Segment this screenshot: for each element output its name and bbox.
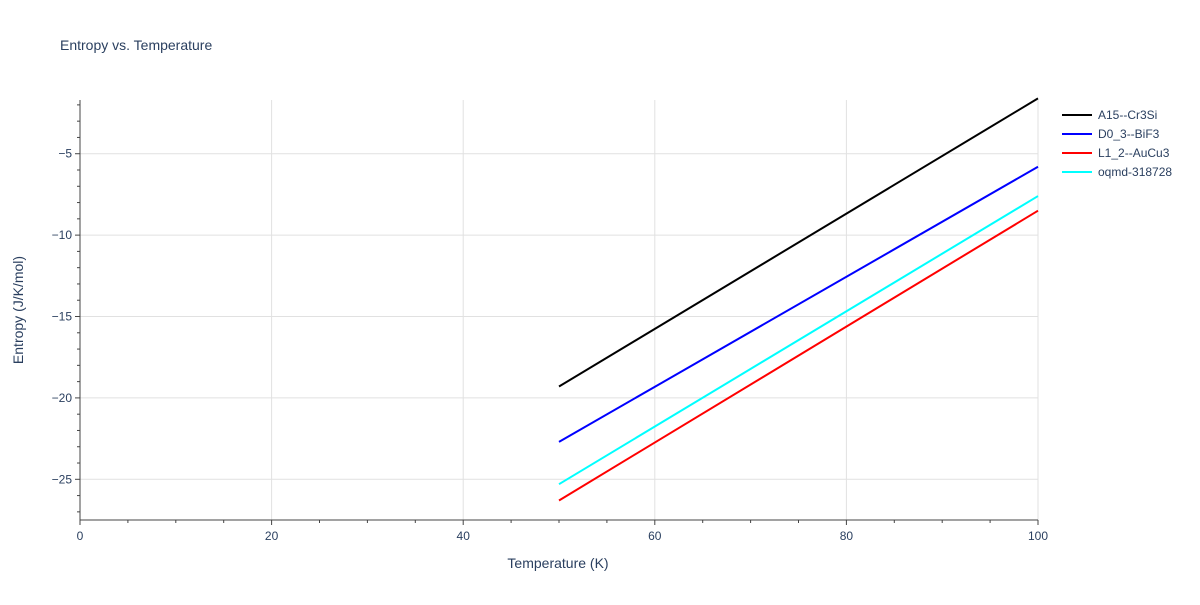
y-tick-label: −25 — [52, 472, 73, 486]
legend[interactable]: A15--Cr3Si D0_3--BiF3 L1_2--AuCu3 oqmd-3187… — [1062, 108, 1172, 179]
x-tick-label: 40 — [457, 529, 471, 543]
y-axis-label: Entropy (J/K/mol) — [10, 256, 26, 364]
legend-item[interactable]: oqmd-318728 — [1062, 165, 1172, 179]
series-line — [558, 209, 1039, 502]
x-axis-label: Temperature (K) — [507, 555, 608, 571]
grid — [80, 100, 1039, 520]
legend-item[interactable]: A15--Cr3Si — [1062, 108, 1157, 122]
legend-label: A15--Cr3Si — [1098, 108, 1157, 122]
legend-item[interactable]: D0_3--BiF3 — [1062, 127, 1160, 141]
x-tick-label: 100 — [1028, 529, 1048, 543]
legend-label: oqmd-318728 — [1098, 165, 1172, 179]
x-tick-label: 80 — [840, 529, 854, 543]
series-line — [558, 165, 1039, 443]
legend-label: D0_3--BiF3 — [1098, 127, 1160, 141]
series-line — [558, 97, 1039, 388]
chart-title: Entropy vs. Temperature — [60, 37, 212, 53]
y-tick-label: −10 — [52, 228, 73, 242]
y-tick-label: −20 — [52, 391, 73, 405]
x-tick-label: 60 — [648, 529, 662, 543]
plot-area — [558, 97, 1039, 502]
legend-label: L1_2--AuCu3 — [1098, 146, 1170, 160]
y-tick-label: −15 — [52, 310, 73, 324]
x-tick-label: 20 — [265, 529, 279, 543]
x-tick-label: 0 — [77, 529, 84, 543]
axes: 0 20 40 60 80 100 −25 −20 −15 −10 −5 — [52, 100, 1048, 543]
legend-item[interactable]: L1_2--AuCu3 — [1062, 146, 1170, 160]
y-tick-label: −5 — [58, 147, 72, 161]
series-line — [558, 195, 1039, 486]
